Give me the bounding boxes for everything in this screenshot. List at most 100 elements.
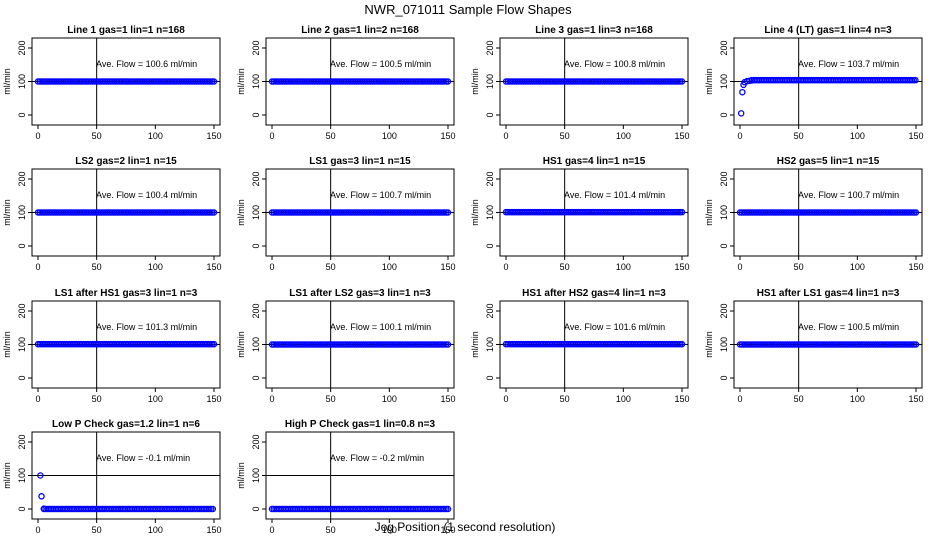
- panel: HS1 gas=4 lin=1 n=15 0 50 100 150 0 100 200 ml/m…: [470, 156, 690, 272]
- panel-title: HS1 gas=4 lin=1 n=15: [543, 156, 646, 167]
- figure-title: NWR_071011 Sample Flow Shapes: [364, 2, 572, 17]
- y-tick-label: 200: [719, 171, 729, 186]
- y-tick-label: 0: [17, 506, 27, 511]
- y-tick-label: 0: [485, 375, 495, 380]
- x-tick-label: 50: [92, 394, 102, 404]
- panel-title: LS1 after LS2 gas=3 lin=1 n=3: [289, 288, 431, 299]
- average-flow-annotation: Ave. Flow = 101.3 ml/min: [96, 322, 197, 332]
- data-markers: [34, 78, 218, 85]
- panel-title: Line 3 gas=1 lin=3 n=168: [535, 25, 653, 36]
- y-tick-label: 200: [17, 303, 27, 318]
- y-tick-label: 100: [485, 74, 495, 89]
- data-point: [210, 340, 218, 348]
- data-point: [38, 493, 45, 500]
- panel: Low P Check gas=1.2 lin=1 n=6 0 50 100 150 0 1…: [2, 419, 222, 535]
- panel: HS2 gas=5 lin=1 n=15 0 50 100 150 0 100 200 ml/m…: [704, 156, 924, 272]
- average-flow-annotation: Ave. Flow = 100.4 ml/min: [96, 190, 197, 200]
- panel: Line 3 gas=1 lin=3 n=168 0 50 100 150 0 100 200…: [470, 25, 690, 141]
- x-tick-label: 100: [148, 394, 163, 404]
- y-tick-label: 100: [17, 337, 27, 352]
- x-tick-label: 150: [440, 394, 455, 404]
- x-tick-label: 50: [92, 262, 102, 272]
- x-tick-label: 50: [92, 131, 102, 141]
- y-tick-label: 200: [485, 40, 495, 55]
- x-tick-label: 0: [35, 525, 40, 535]
- panel: LS1 after LS2 gas=3 lin=1 n=3 0 50 100 150 0 1…: [236, 288, 456, 404]
- x-tick-label: 100: [148, 525, 163, 535]
- panel-title: HS2 gas=5 lin=1 n=15: [777, 156, 880, 167]
- y-tick-label: 100: [251, 205, 261, 220]
- y-tick-label: 200: [485, 171, 495, 186]
- data-point: [209, 505, 217, 513]
- y-axis-label: ml/min: [2, 199, 12, 226]
- y-tick-label: 200: [719, 303, 729, 318]
- y-tick-label: 100: [17, 468, 27, 483]
- y-tick-label: 100: [251, 337, 261, 352]
- data-markers: [268, 209, 452, 216]
- x-tick-label: 100: [850, 394, 865, 404]
- panel: HS1 after HS2 gas=4 lin=1 n=3 0 50 100 150 0 1…: [470, 288, 690, 404]
- x-tick-label: 50: [326, 131, 336, 141]
- x-tick-label: 100: [616, 394, 631, 404]
- average-flow-annotation: Ave. Flow = 101.6 ml/min: [564, 322, 665, 332]
- average-flow-annotation: Ave. Flow = -0.1 ml/min: [96, 453, 190, 463]
- x-tick-label: 50: [560, 131, 570, 141]
- y-tick-label: 200: [17, 40, 27, 55]
- y-axis-label: ml/min: [470, 68, 480, 95]
- x-tick-label: 50: [326, 262, 336, 272]
- y-tick-label: 200: [251, 171, 261, 186]
- y-tick-label: 0: [251, 375, 261, 380]
- data-markers: [34, 209, 218, 216]
- data-point: [912, 76, 919, 84]
- x-tick-label: 150: [440, 525, 455, 535]
- x-tick-label: 50: [794, 131, 804, 141]
- data-markers: [268, 505, 452, 513]
- average-flow-annotation: Ave. Flow = 100.8 ml/min: [564, 59, 665, 69]
- panel-title: Low P Check gas=1.2 lin=1 n=6: [52, 419, 200, 430]
- data-markers: [34, 340, 218, 348]
- y-axis-label: ml/min: [2, 68, 12, 95]
- x-tick-label: 100: [616, 131, 631, 141]
- x-tick-label: 50: [326, 394, 336, 404]
- y-tick-label: 100: [719, 337, 729, 352]
- x-tick-label: 150: [206, 525, 221, 535]
- x-tick-label: 100: [382, 131, 397, 141]
- x-tick-label: 150: [908, 262, 923, 272]
- y-tick-label: 0: [485, 243, 495, 248]
- x-tick-label: 150: [206, 131, 221, 141]
- x-tick-label: 0: [269, 394, 274, 404]
- y-tick-label: 0: [719, 243, 729, 248]
- y-tick-label: 200: [251, 434, 261, 449]
- data-markers: [37, 472, 217, 513]
- y-axis-label: ml/min: [704, 68, 714, 95]
- x-tick-label: 0: [269, 262, 274, 272]
- x-tick-label: 0: [269, 131, 274, 141]
- data-markers: [737, 76, 919, 117]
- y-tick-label: 0: [17, 375, 27, 380]
- panel: LS2 gas=2 lin=1 n=15 0 50 100 150 0 100 200 ml/m…: [2, 156, 222, 272]
- x-tick-label: 50: [326, 525, 336, 535]
- y-tick-label: 200: [17, 434, 27, 449]
- x-tick-label: 150: [908, 131, 923, 141]
- data-point: [737, 110, 745, 117]
- y-tick-label: 100: [485, 337, 495, 352]
- data-markers: [268, 78, 452, 85]
- y-axis-label: ml/min: [236, 68, 246, 95]
- x-tick-label: 100: [382, 525, 397, 535]
- data-markers: [502, 340, 686, 348]
- panel-title: Line 2 gas=1 lin=2 n=168: [301, 25, 419, 36]
- panel-title: LS1 gas=3 lin=1 n=15: [309, 156, 411, 167]
- x-tick-label: 0: [35, 262, 40, 272]
- y-tick-label: 200: [251, 303, 261, 318]
- y-axis-label: ml/min: [470, 331, 480, 358]
- y-tick-label: 100: [17, 205, 27, 220]
- data-point: [678, 78, 686, 85]
- data-markers: [736, 341, 920, 348]
- y-tick-label: 100: [251, 74, 261, 89]
- y-tick-label: 0: [251, 243, 261, 248]
- panel-title: LS1 after HS1 gas=3 lin=1 n=3: [55, 288, 198, 299]
- y-tick-label: 100: [485, 205, 495, 220]
- x-tick-label: 150: [674, 262, 689, 272]
- panel: Line 4 (LT) gas=1 lin=4 n=3 0 50 100 150 0 100…: [704, 25, 924, 141]
